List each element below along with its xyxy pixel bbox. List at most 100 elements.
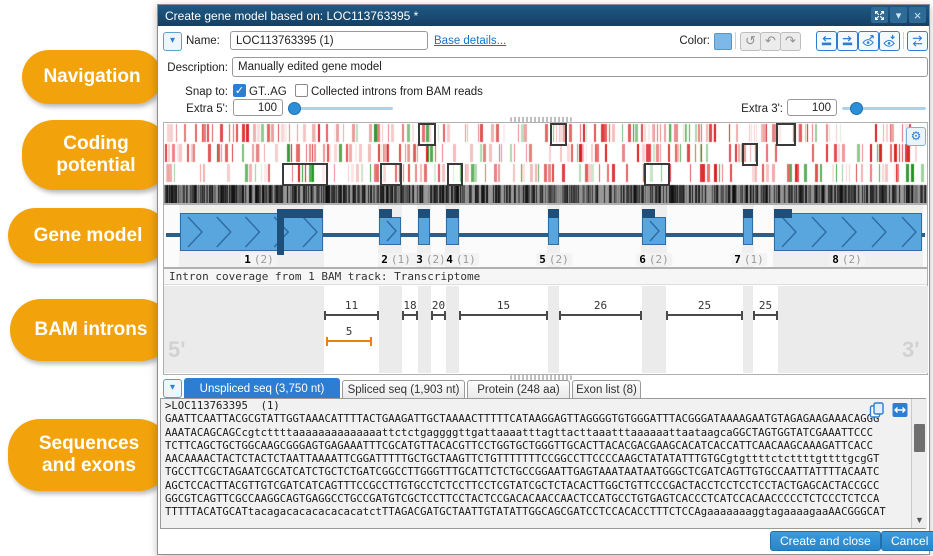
intron-line — [166, 233, 925, 237]
close-icon[interactable]: × — [909, 7, 926, 23]
callout-sequences-and-exons: Sequences and exons — [8, 419, 170, 491]
cds-cap — [548, 209, 559, 218]
copy-icon[interactable] — [867, 401, 886, 419]
eye-arrow-down-icon[interactable] — [879, 31, 900, 51]
snap-checkbox-0[interactable]: ✓ — [233, 84, 246, 97]
description-label: Description: — [167, 62, 228, 74]
rotate-ccw-icon[interactable]: ↺ — [740, 32, 761, 51]
exon-label-4: 4 (1) — [443, 253, 479, 266]
splitter-grip[interactable] — [510, 375, 572, 380]
exon-label-7: 7 (1) — [731, 253, 767, 266]
extra3-slider-thumb[interactable] — [850, 102, 863, 115]
color-label: Color: — [679, 35, 710, 47]
shift-left-icon[interactable] — [816, 31, 837, 51]
shift-right-icon[interactable] — [837, 31, 858, 51]
separator — [735, 32, 736, 49]
tab-unspliced-0[interactable]: Unspliced seq (3,750 nt) — [184, 378, 340, 398]
intron-span[interactable]: 15 — [459, 299, 548, 320]
eye-arrow-up-icon[interactable] — [858, 31, 879, 51]
extra5-slider[interactable] — [290, 107, 393, 110]
intron-span[interactable]: 20 — [431, 299, 446, 320]
coding-potential-heatmap — [164, 123, 927, 203]
orf-box — [380, 163, 402, 186]
exon-label-3: 3 (2) — [413, 253, 449, 266]
exon-2[interactable] — [379, 217, 401, 245]
orf-box — [447, 163, 463, 186]
extra3-input[interactable]: 100 — [787, 99, 837, 116]
exon-column-band — [743, 286, 753, 373]
tab-spliced-1[interactable]: Spliced seq (1,903 nt) — [342, 380, 465, 398]
name-dropdown-button[interactable]: ▾ — [163, 32, 182, 51]
cds-cap — [379, 209, 392, 218]
orf-box — [282, 163, 328, 186]
expand-icon[interactable] — [871, 7, 888, 23]
exon-label-5: 5 (2) — [536, 253, 572, 266]
dialog-title: Create gene model based on: LOC113763395… — [165, 8, 419, 23]
cancel-button[interactable]: Cancel — [881, 531, 933, 551]
window-controls: ▾ × — [871, 7, 926, 23]
create-and-close-button[interactable]: Create and close — [770, 531, 881, 551]
sequence-dropdown-button[interactable]: ▾ — [163, 379, 182, 398]
gear-icon[interactable]: ⚙ — [906, 127, 926, 146]
callout-gene-model: Gene model — [8, 208, 168, 263]
extra5-slider-thumb[interactable] — [288, 102, 301, 115]
exon-6[interactable] — [642, 217, 666, 245]
wrap-text-icon[interactable] — [890, 401, 909, 419]
base-details-link[interactable]: Base details... — [434, 35, 507, 47]
extra5-input[interactable]: 100 — [233, 99, 283, 116]
exon-4[interactable] — [446, 217, 459, 245]
exon-8[interactable] — [774, 213, 922, 251]
extra5-label: Extra 5': — [186, 103, 228, 115]
exon-7[interactable] — [743, 217, 753, 245]
sequence-scrollbar[interactable]: ▼ — [911, 399, 927, 528]
scrollbar-thumb[interactable] — [914, 424, 925, 452]
sequence-panel: >LOC113763395 (1) GAATTCAATTACGCGTATTGGT… — [160, 398, 927, 529]
exon-3[interactable] — [418, 217, 430, 245]
orf-box — [644, 163, 670, 186]
cds-cap — [279, 209, 323, 218]
exon-column-band — [446, 286, 459, 373]
exon-column-band — [418, 286, 431, 373]
exon-label-6: 6 (2) — [636, 253, 672, 266]
cds-cap — [418, 209, 430, 218]
snap-option-label: GT..AG — [249, 86, 287, 98]
redo-icon[interactable]: ↷ — [780, 32, 801, 51]
five-prime-label: 5' — [168, 337, 186, 362]
intron-span[interactable]: 5 — [326, 325, 372, 346]
name-label: Name: — [186, 35, 220, 47]
cds-cap — [446, 209, 459, 218]
splitter-grip[interactable] — [510, 117, 572, 122]
scroll-down-icon[interactable]: ▼ — [915, 515, 924, 525]
undo-icon[interactable]: ↶ — [760, 32, 781, 51]
bam-intron-panel: Intron coverage from 1 BAM track: Transc… — [163, 268, 928, 375]
description-input[interactable]: Manually edited gene model — [232, 57, 928, 77]
reverse-strands-icon[interactable] — [907, 31, 928, 51]
intron-span[interactable]: 18 — [402, 299, 418, 320]
cds-cap — [642, 209, 655, 218]
extra3-label: Extra 3': — [741, 103, 783, 115]
coding-potential-panel: ⚙ — [163, 122, 928, 204]
exon-1[interactable] — [180, 213, 323, 251]
tab-exon-3[interactable]: Exon list (8) — [572, 380, 641, 398]
intron-span[interactable]: 25 — [666, 299, 743, 320]
intron-span[interactable]: 26 — [559, 299, 642, 320]
tab-protein-2[interactable]: Protein (248 aa) — [467, 380, 570, 398]
orf-box — [418, 123, 436, 146]
dialog-titlebar[interactable]: Create gene model based on: LOC113763395… — [158, 5, 929, 26]
snap-to-label: Snap to: — [185, 86, 228, 98]
name-input[interactable]: LOC113763395 (1) — [230, 31, 428, 50]
snap-checkbox-1[interactable] — [295, 84, 308, 97]
three-prime-label: 3' — [902, 337, 920, 362]
color-swatch[interactable] — [714, 33, 732, 50]
gene-model-panel: 1 (2) 2 (1) 3 (2) 4 (1) 5 (2) 6 (2) 7 (1) 8 (2) — [163, 204, 928, 268]
intron-span[interactable]: 25 — [753, 299, 778, 320]
chevron-down-icon[interactable]: ▾ — [890, 7, 907, 23]
cds-start-marker — [277, 209, 284, 255]
extra3-slider[interactable] — [842, 107, 926, 110]
exon-column-band — [548, 286, 559, 373]
intron-span[interactable]: 11 — [324, 299, 379, 320]
cds-cap — [743, 209, 753, 218]
sequence-text[interactable]: >LOC113763395 (1) GAATTCAATTACGCGTATTGGT… — [165, 400, 886, 519]
exon-5[interactable] — [548, 217, 559, 245]
